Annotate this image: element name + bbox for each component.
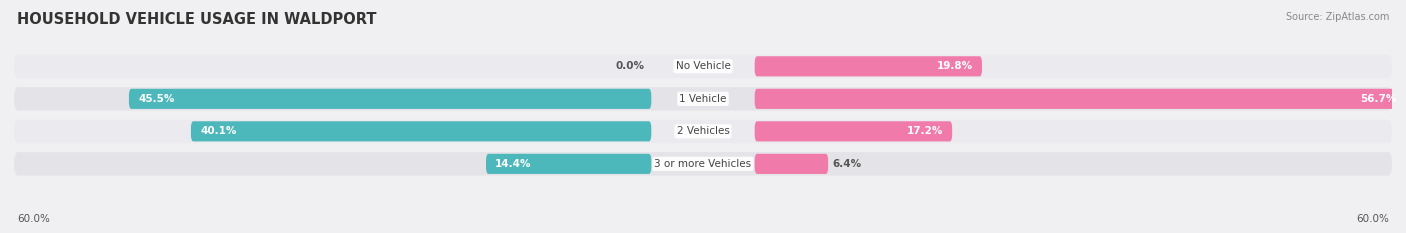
- FancyBboxPatch shape: [14, 87, 1392, 110]
- FancyBboxPatch shape: [191, 121, 651, 141]
- Text: 2 Vehicles: 2 Vehicles: [676, 126, 730, 136]
- Text: 56.7%: 56.7%: [1360, 94, 1396, 104]
- FancyBboxPatch shape: [129, 89, 651, 109]
- Text: 6.4%: 6.4%: [832, 159, 862, 169]
- Text: 40.1%: 40.1%: [200, 126, 236, 136]
- FancyBboxPatch shape: [755, 56, 981, 76]
- Text: No Vehicle: No Vehicle: [675, 61, 731, 71]
- FancyBboxPatch shape: [14, 120, 1392, 143]
- Text: Source: ZipAtlas.com: Source: ZipAtlas.com: [1285, 12, 1389, 22]
- Text: 60.0%: 60.0%: [1357, 214, 1389, 224]
- FancyBboxPatch shape: [755, 89, 1406, 109]
- Text: 0.0%: 0.0%: [616, 61, 644, 71]
- Text: 14.4%: 14.4%: [495, 159, 531, 169]
- Text: HOUSEHOLD VEHICLE USAGE IN WALDPORT: HOUSEHOLD VEHICLE USAGE IN WALDPORT: [17, 12, 377, 27]
- FancyBboxPatch shape: [486, 154, 651, 174]
- FancyBboxPatch shape: [755, 121, 952, 141]
- Text: 17.2%: 17.2%: [907, 126, 943, 136]
- FancyBboxPatch shape: [14, 152, 1392, 175]
- Text: 19.8%: 19.8%: [936, 61, 973, 71]
- Text: 3 or more Vehicles: 3 or more Vehicles: [654, 159, 752, 169]
- FancyBboxPatch shape: [14, 55, 1392, 78]
- FancyBboxPatch shape: [755, 154, 828, 174]
- Text: 60.0%: 60.0%: [17, 214, 49, 224]
- Text: 1 Vehicle: 1 Vehicle: [679, 94, 727, 104]
- Text: 45.5%: 45.5%: [138, 94, 174, 104]
